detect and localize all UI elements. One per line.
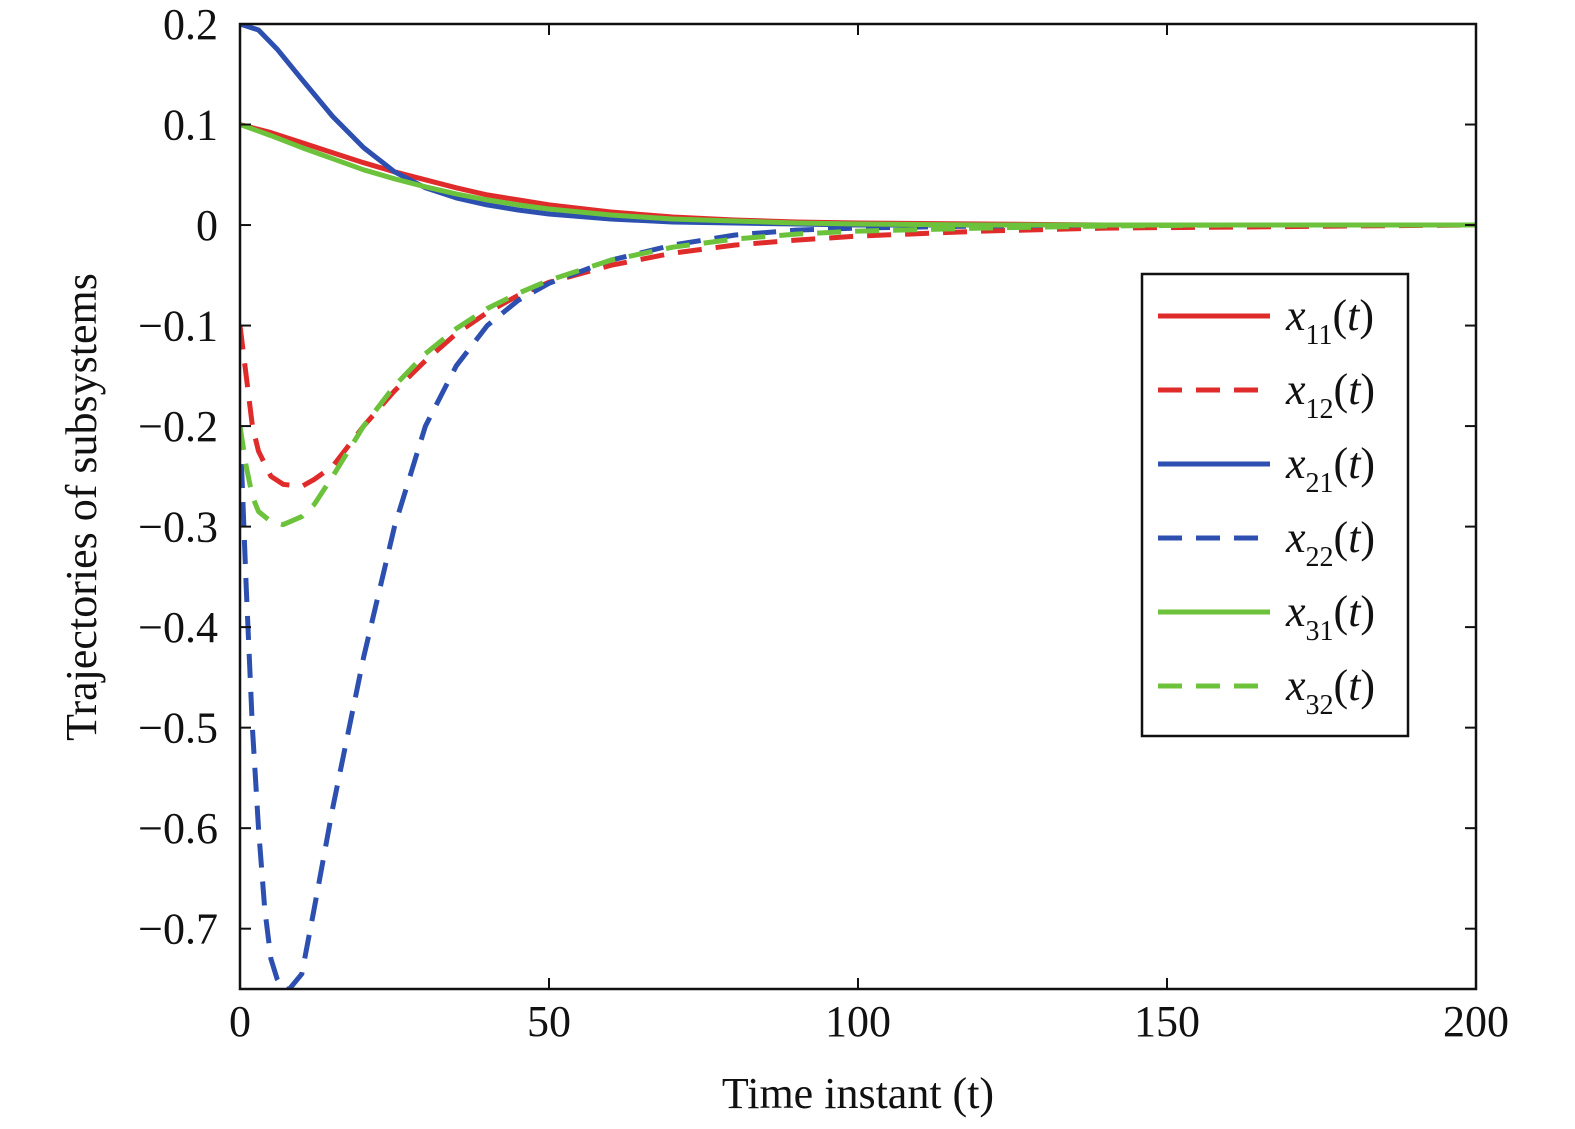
y-tick-label-minus-0-1: −0.1 <box>138 302 218 351</box>
x-tick-label-0: 0 <box>229 997 251 1046</box>
y-tick-label-minus-0-7: −0.7 <box>138 905 218 954</box>
y-tick-label-minus-0-3: −0.3 <box>138 503 218 552</box>
x-tick-label-50: 50 <box>527 997 571 1046</box>
legend-label-x21-t: x21(t) <box>1285 439 1375 499</box>
y-tick-label-0-2: 0.2 <box>163 0 218 49</box>
y-tick-label-minus-0-4: −0.4 <box>138 603 218 652</box>
y-tick-label-0-1: 0.1 <box>163 101 218 150</box>
legend-label-x11-t: x11(t) <box>1285 291 1374 351</box>
x-tick-label-100: 100 <box>825 997 891 1046</box>
y-axis-title: Trajectories of subsystems <box>57 273 106 741</box>
series-line-x31-t <box>240 122 1476 228</box>
legend-label-x12-t: x12(t) <box>1285 365 1375 425</box>
legend-label-x22-t: x22(t) <box>1285 513 1375 573</box>
y-tick-label-minus-0-6: −0.6 <box>138 804 218 853</box>
series-line-x12-t <box>240 222 1476 489</box>
series-layer <box>240 24 1476 989</box>
series-line-x22-t <box>240 222 1476 989</box>
y-tick-label-minus-0-2: −0.2 <box>138 402 218 451</box>
x-axis-title: Time instant (t) <box>722 1069 994 1118</box>
legend-box <box>1140 272 1410 738</box>
y-tick-label-0: 0 <box>196 201 218 250</box>
legend-label-x32-t: x32(t) <box>1285 661 1375 721</box>
series-line-x11-t <box>240 122 1476 228</box>
series-line-x21-t <box>240 24 1476 228</box>
y-tick-label-minus-0-5: −0.5 <box>138 704 218 753</box>
legend-label-x31-t: x31(t) <box>1285 587 1375 647</box>
legend: x11(t) x12(t) x21(t) x22(t) x31(t) x32(t) <box>1140 272 1410 738</box>
series-line-x32-t <box>240 222 1476 528</box>
x-tick-label-200: 200 <box>1443 997 1509 1046</box>
axes-layer: 0 50 100 150 200 0.2 0.1 0 −0.1 −0.2 −0.3 −0.4 −0.5 −… <box>138 0 1509 1046</box>
x-tick-label-150: 150 <box>1134 997 1200 1046</box>
